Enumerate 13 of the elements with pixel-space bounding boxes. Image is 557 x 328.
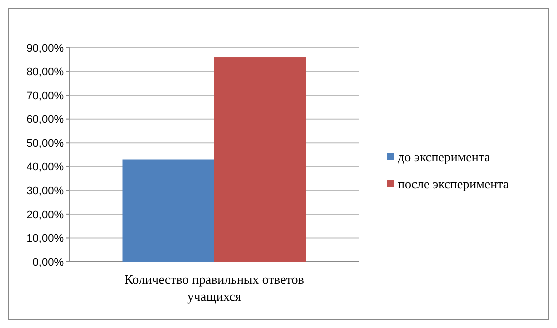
y-tick-label: 80,00% [26, 66, 64, 79]
y-tick-label: 90,00% [26, 42, 64, 55]
y-tick-label: 0,00% [32, 256, 64, 269]
y-tick-label: 70,00% [26, 90, 64, 102]
y-tick-label: 60,00% [26, 114, 64, 126]
x-tick-label: Количество правильных ответов учащихся [124, 272, 304, 304]
y-tick-label: 20,00% [26, 209, 64, 222]
y-tick-label: 10,00% [26, 233, 64, 246]
legend-label: до эксперимента [398, 150, 491, 165]
y-tick-label: 50,00% [26, 138, 64, 150]
y-tick-label: 40,00% [26, 162, 64, 174]
legend-label: после эксперимента [398, 176, 510, 192]
y-tick-label: 30,00% [26, 186, 64, 198]
